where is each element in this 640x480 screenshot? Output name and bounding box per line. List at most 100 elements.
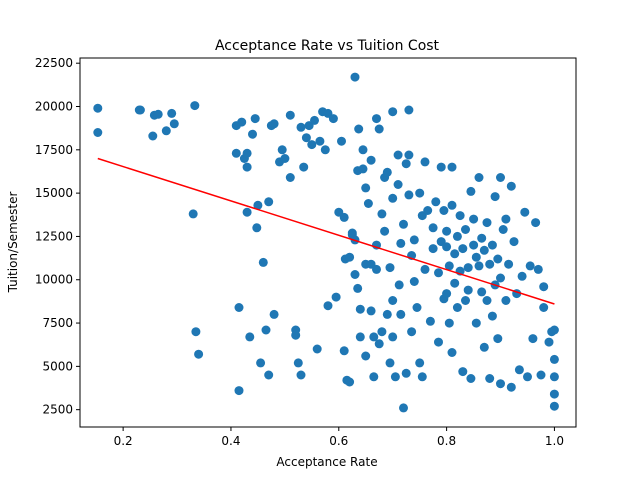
data-point [450, 249, 460, 259]
data-point [404, 150, 414, 160]
x-axis-label: Acceptance Rate [276, 455, 377, 469]
data-point [533, 264, 543, 274]
data-point [135, 105, 145, 115]
data-point [466, 374, 476, 383]
data-point [234, 386, 244, 396]
data-point [479, 245, 489, 255]
data-point [447, 162, 457, 172]
data-point [482, 296, 492, 305]
data-point [312, 344, 322, 354]
data-point [517, 271, 527, 281]
data-point [256, 358, 266, 368]
data-point [369, 332, 379, 342]
y-tick-label: 12500 [35, 229, 73, 243]
y-tick-label: 20000 [35, 100, 73, 114]
data-point [366, 155, 376, 165]
y-tick-label: 10000 [35, 273, 73, 287]
data-point [194, 349, 204, 359]
data-point [493, 254, 503, 264]
data-point [501, 296, 511, 305]
data-point [461, 296, 470, 305]
data-point [442, 226, 452, 236]
data-point [423, 206, 433, 215]
y-tick-label: 17500 [35, 143, 73, 157]
y-tick-label: 7500 [42, 316, 73, 330]
data-point [407, 327, 417, 337]
data-point [520, 207, 530, 217]
data-point [528, 334, 538, 344]
data-point [466, 186, 476, 196]
y-tick-label: 22500 [35, 56, 73, 70]
data-point [261, 325, 271, 335]
data-point [237, 117, 247, 127]
data-point [296, 122, 306, 132]
data-point [479, 342, 489, 352]
data-point [269, 309, 279, 319]
chart-title: Acceptance Rate vs Tuition Cost [215, 38, 440, 54]
data-point [296, 370, 306, 380]
data-point [264, 370, 274, 380]
data-point [393, 180, 403, 189]
data-point [496, 273, 505, 283]
data-point [345, 377, 355, 387]
data-point [363, 199, 373, 208]
y-axis-label: Tuition/Semester [6, 192, 20, 294]
data-point [93, 103, 103, 113]
data-point [388, 193, 398, 203]
data-point [401, 368, 411, 378]
data-point [404, 105, 414, 115]
data-point [415, 188, 425, 198]
data-point [372, 264, 381, 274]
data-point [474, 173, 484, 182]
data-point [269, 119, 279, 129]
data-point [385, 263, 395, 273]
data-point [447, 200, 457, 210]
data-point [458, 244, 468, 254]
data-point [153, 109, 163, 119]
data-point [444, 318, 454, 328]
data-point [353, 283, 363, 293]
data-point [93, 128, 103, 137]
data-point [452, 231, 462, 241]
data-point [291, 330, 301, 340]
data-point [399, 403, 408, 413]
data-point [248, 129, 257, 139]
data-point [293, 358, 303, 368]
data-point [531, 218, 541, 228]
data-point [388, 107, 398, 117]
data-point [447, 348, 457, 357]
data-point [439, 206, 449, 215]
data-point [461, 225, 470, 234]
data-point [409, 277, 419, 286]
data-point [442, 242, 452, 252]
data-point [307, 140, 317, 150]
data-point [242, 148, 252, 158]
data-point [377, 327, 387, 337]
data-point [471, 252, 481, 262]
trend-line [97, 157, 555, 305]
data-point [252, 223, 262, 233]
data-point [501, 214, 511, 224]
plot-frame [79, 57, 577, 428]
data-point [369, 372, 379, 382]
data-point [496, 173, 505, 182]
data-point [487, 240, 497, 250]
data-point [549, 354, 559, 364]
data-point [399, 219, 408, 229]
data-point [253, 200, 263, 210]
data-point [549, 372, 559, 382]
data-point [509, 237, 519, 247]
data-point [188, 209, 198, 219]
data-point [396, 309, 406, 319]
data-point [409, 235, 419, 245]
data-point [544, 337, 554, 347]
data-point [390, 372, 400, 382]
data-point [374, 124, 384, 134]
data-point [191, 327, 201, 337]
y-axis: 2500 5000 7500 10000 12500 15000 17500 20000 225… [35, 56, 80, 417]
data-point [382, 309, 392, 319]
data-point [315, 136, 325, 146]
x-tick-label: 0.8 [437, 434, 456, 448]
data-point [549, 401, 559, 411]
